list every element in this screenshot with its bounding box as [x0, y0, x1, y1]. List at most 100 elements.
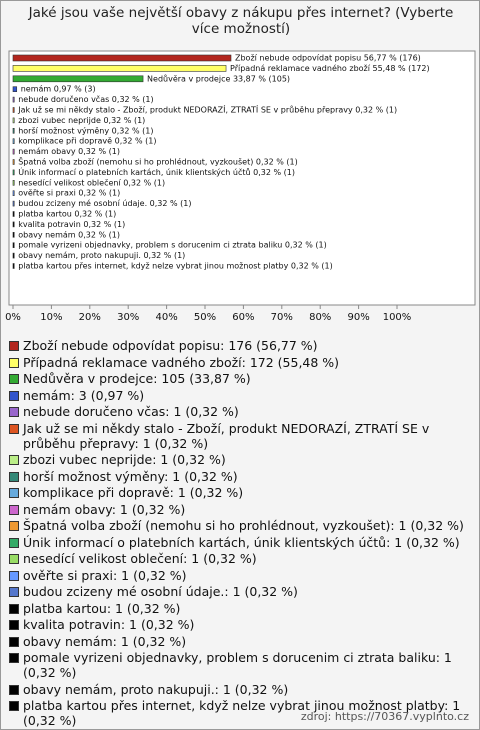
- bar-label: horší možnost výměny 0,32 % (1): [18, 125, 153, 135]
- legend-swatch: [9, 653, 19, 663]
- plot-frame: [8, 50, 476, 306]
- bar: [12, 221, 15, 228]
- legend-swatch: [9, 374, 19, 384]
- legend-swatch: [9, 537, 19, 548]
- legend-swatch: [9, 570, 19, 581]
- legend-item: Zboží nebude odpovídat popisu: 176 (56,7…: [9, 338, 473, 353]
- legend-swatch: [9, 423, 19, 434]
- x-tick-label: 10%: [40, 312, 62, 323]
- legend-label: Nedůvěra v prodejce: 105 (33,87 %): [23, 371, 251, 386]
- bar: [12, 190, 15, 196]
- bar: [12, 232, 15, 238]
- legend-item: horší možnost výměny: 1 (0,32 %): [9, 469, 473, 484]
- legend-swatch: [9, 684, 19, 695]
- legend-item: Případná reklamace vadného zboží: 172 (5…: [9, 355, 473, 370]
- legend-swatch: [9, 521, 19, 531]
- legend-label: Případná reklamace vadného zboží: 172 (5…: [23, 354, 340, 370]
- bar-label: Jak už se mi někdy stalo - Zboží, produk…: [17, 104, 397, 115]
- x-tick-label: 90%: [347, 312, 369, 323]
- bar-label: obavy nemám, proto nakupuji. 0,32 % (1): [18, 251, 185, 260]
- legend-label: nesedící velikost oblečení: 1 (0,32 %): [23, 551, 257, 566]
- legend-swatch: [9, 390, 19, 401]
- bar-label: Zboží nebude odpovídat popisu 56,77 % (1…: [235, 54, 421, 63]
- legend-swatch: [9, 587, 19, 597]
- legend-item: Nedůvěra v prodejce: 105 (33,87 %): [9, 371, 473, 386]
- legend-label: obavy nemám, proto nakupuji.: 1 (0,32 %): [23, 681, 289, 697]
- bar-label: platba kartou 0,32 % (1): [18, 210, 116, 219]
- legend-item: nebude doručeno včas: 1 (0,32 %): [9, 404, 473, 419]
- x-tick-label: 70%: [271, 312, 293, 323]
- legend-item: kvalita potravin: 1 (0,32 %): [9, 617, 473, 632]
- legend-swatch: [9, 603, 19, 614]
- bar: [12, 75, 144, 83]
- legend-swatch: [9, 407, 19, 417]
- bar-label: Případná reklamace vadného zboží 55,48 %…: [230, 63, 430, 73]
- legend-label: zbozi vubec neprijde: 1 (0,32 %): [23, 452, 226, 467]
- bar: [12, 54, 232, 62]
- legend-label: nebude doručeno včas: 1 (0,32 %): [23, 404, 239, 419]
- legend-item: platba kartou: 1 (0,32 %): [9, 601, 473, 616]
- bar: [12, 65, 227, 72]
- x-tick-label: 50%: [194, 312, 216, 323]
- x-tick-label: 60%: [232, 312, 254, 323]
- legend-swatch: [9, 636, 19, 647]
- legend-item: nesedící velikost oblečení: 1 (0,32 %): [9, 551, 473, 566]
- bar: [12, 211, 15, 217]
- bar: [12, 263, 15, 269]
- x-tick-label: 0%: [5, 312, 21, 323]
- legend-swatch: [9, 701, 19, 711]
- bar: [12, 86, 18, 92]
- bar: [12, 148, 15, 155]
- bar-label: obavy nemám 0,32 % (1): [18, 230, 120, 239]
- bar-label: Špatná volba zboží (nemohu si ho prohléd…: [18, 156, 298, 167]
- bar: [12, 96, 15, 103]
- legend-item: zbozi vubec neprijde: 1 (0,32 %): [9, 452, 473, 467]
- bar-label: pomale vyrizeni objednavky, problem s do…: [18, 241, 327, 250]
- bar: [12, 128, 15, 134]
- bar: [12, 117, 15, 124]
- legend-item: pomale vyrizeni objednavky, problem s do…: [9, 650, 473, 680]
- legend-swatch: [9, 620, 19, 630]
- x-tick-label: 40%: [155, 312, 177, 323]
- bar: [12, 180, 15, 186]
- bar: [12, 159, 15, 165]
- bar-label: budou zcizeny mé osobní údaje. 0,32 % (1…: [18, 198, 191, 208]
- legend-label: Únik informací o platebních kartách, úni…: [23, 534, 460, 550]
- legend-label: Jak už se mi někdy stalo - Zboží, produk…: [23, 420, 430, 451]
- bar-label: nemám 0,97 % (3): [21, 85, 96, 94]
- legend-item: nemám obavy: 1 (0,32 %): [9, 502, 473, 517]
- legend: Zboží nebude odpovídat popisu: 176 (56,7…: [9, 338, 473, 729]
- legend-label: komplikace při dopravě: 1 (0,32 %): [23, 485, 244, 500]
- legend-label: platba kartou přes internet, když nelze …: [23, 698, 461, 728]
- legend-label: horší možnost výměny: 1 (0,32 %): [23, 468, 238, 484]
- legend-item: nemám: 3 (0,97 %): [9, 388, 473, 403]
- bar: [12, 169, 15, 176]
- legend-label: obavy nemám: 1 (0,32 %): [23, 633, 187, 649]
- bar-label: ověřte si praxi 0,32 % (1): [18, 189, 120, 198]
- legend-item: Jak už se mi někdy stalo - Zboží, produk…: [9, 421, 473, 451]
- legend-label: pomale vyrizeni objednavky, problem s do…: [23, 650, 452, 680]
- legend-item: budou zcizeny mé osobní údaje.: 1 (0,32 …: [9, 584, 473, 599]
- bar: [12, 107, 15, 113]
- bar: [12, 242, 15, 248]
- x-tick-label: 100%: [383, 312, 412, 323]
- legend-label: nemám obavy: 1 (0,32 %): [23, 501, 186, 517]
- legend-label: Zboží nebude odpovídat popisu: 176 (56,7…: [23, 338, 318, 353]
- legend-swatch: [9, 341, 19, 351]
- bar: [12, 138, 15, 144]
- legend-swatch: [9, 471, 19, 482]
- legend-label: platba kartou: 1 (0,32 %): [23, 600, 181, 616]
- bar: [12, 252, 15, 259]
- legend-swatch: [9, 357, 19, 368]
- legend-item: obavy nemám, proto nakupuji.: 1 (0,32 %): [9, 682, 473, 697]
- legend-swatch: [9, 455, 19, 465]
- legend-label: ověřte si praxi: 1 (0,32 %): [23, 567, 187, 583]
- bar-label: Únik informací o platebních kartách, úni…: [18, 166, 295, 177]
- chart-title: Jaké jsou vaše největší obavy z nákupu p…: [28, 5, 454, 37]
- legend-item: Špatná volba zboží (nemohu si ho prohléd…: [9, 518, 473, 533]
- legend-label: Špatná volba zboží (nemohu si ho prohléd…: [23, 518, 464, 533]
- legend-swatch: [9, 488, 19, 498]
- x-tick-label: 80%: [309, 312, 331, 323]
- bar-label: nebude doručeno včas 0,32 % (1): [18, 94, 153, 104]
